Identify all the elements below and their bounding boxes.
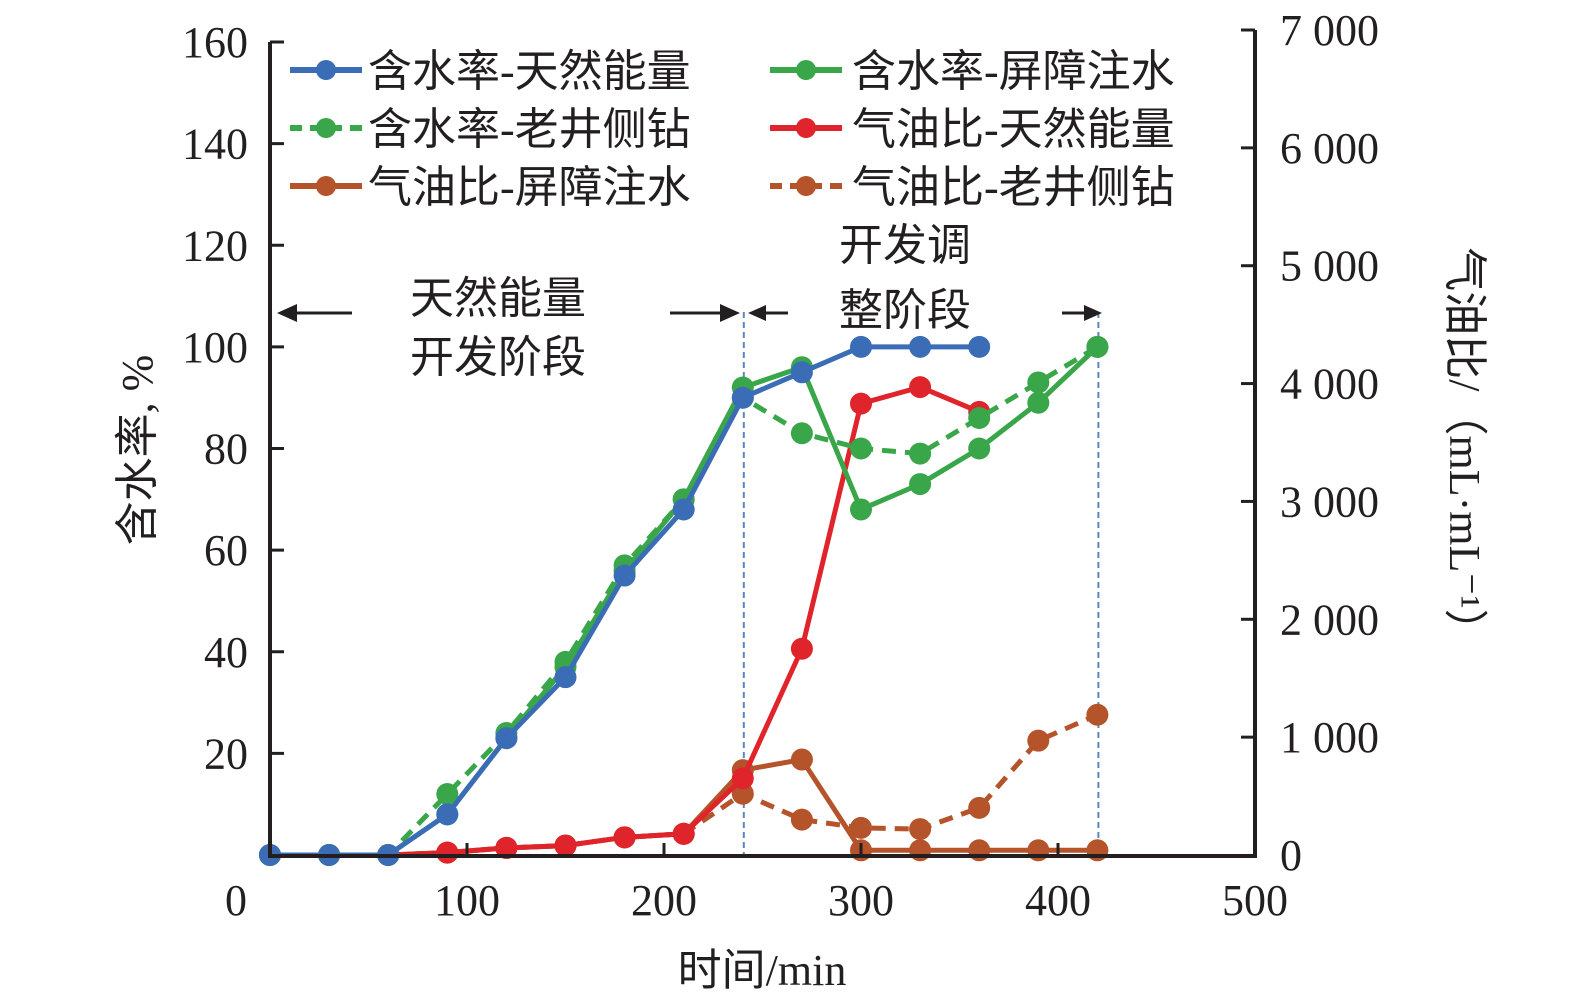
data-point: [850, 498, 872, 521]
legend-label: 气油比-天然能量: [852, 105, 1175, 154]
data-point: [968, 796, 991, 819]
data-point: [968, 407, 991, 430]
y-right-axis-title: 气油比/（mL·mL⁻¹）: [1440, 247, 1489, 653]
y-left-tick-label: 80: [204, 425, 248, 474]
x-tick-label: 300: [828, 876, 894, 925]
data-point: [613, 564, 636, 587]
y-left-tick-label: 20: [204, 729, 248, 778]
data-point: [909, 473, 932, 496]
annotation-text: 开发调: [839, 221, 971, 270]
y-right-tick-label: 2 000: [1280, 595, 1379, 644]
data-point: [554, 834, 577, 857]
legend-label: 含水率-屏障注水: [852, 47, 1175, 96]
data-point: [731, 782, 754, 805]
data-point: [731, 386, 754, 409]
y-left-tick-label: 160: [182, 18, 248, 67]
data-point: [436, 803, 459, 826]
data-point: [968, 335, 991, 358]
annotation-text: 天然能量: [410, 274, 586, 323]
legend-item: 气油比-天然能量: [770, 105, 1175, 154]
data-point: [731, 767, 754, 790]
series-0: [259, 335, 991, 866]
x-tick-label: 0: [225, 876, 247, 925]
arrow-right-icon: [1062, 305, 1102, 321]
y-right-tick-label: 7 000: [1280, 6, 1379, 55]
data-point: [790, 748, 813, 771]
data-point: [790, 361, 813, 384]
data-point: [436, 783, 459, 806]
annotation-text: 开发阶段: [410, 333, 586, 382]
data-point: [790, 422, 813, 445]
y-left-tick-label: 100: [182, 323, 248, 372]
tick-labels: 0 100 200 300 400 500 20 40 60 80 100 12…: [182, 6, 1379, 925]
tick-marks: [270, 28, 1255, 855]
y-left-axis-title: 含水率, %: [113, 355, 162, 546]
arrow-left-icon: [277, 304, 352, 322]
x-tick-label: 500: [1222, 876, 1288, 925]
legend: 含水率-天然能量 含水率-屏障注水 含水率-老井侧钻 气油比-天然能量 气油比-…: [290, 47, 1175, 212]
data-point: [850, 392, 872, 415]
arrow-left-icon: [748, 305, 788, 321]
legend-item: 气油比-屏障注水: [290, 163, 691, 212]
data-point: [909, 818, 932, 841]
y-left-tick-label: 40: [204, 628, 248, 677]
y-right-tick-label: 0: [1280, 831, 1302, 880]
annotation-natural-energy-phase: 天然能量 开发阶段: [277, 274, 740, 382]
series-2: [259, 335, 1109, 866]
data-point: [495, 727, 518, 750]
data-point: [436, 841, 459, 864]
y-left-tick-label: 120: [182, 221, 248, 270]
y-left-tick-label: 140: [182, 120, 248, 169]
data-point: [495, 836, 518, 859]
annotation-adjustment-phase: 开发调 整阶段: [748, 221, 1102, 335]
legend-item: 含水率-屏障注水: [770, 47, 1175, 96]
y-right-tick-label: 5 000: [1280, 242, 1379, 291]
arrow-right-icon: [670, 304, 740, 322]
data-point: [790, 637, 813, 660]
x-axis-title: 时间/min: [678, 946, 847, 995]
series-3: [259, 376, 991, 866]
legend-label: 气油比-屏障注水: [368, 163, 691, 212]
legend-item: 气油比-老井侧钻: [770, 163, 1175, 212]
y-right-tick-label: 3 000: [1280, 477, 1379, 526]
annotation-text: 整阶段: [839, 286, 971, 335]
data-point: [790, 808, 813, 831]
data-point: [554, 666, 577, 689]
data-point: [1086, 703, 1109, 726]
data-point: [613, 826, 636, 849]
legend-label: 含水率-老井侧钻: [368, 105, 691, 154]
legend-label: 含水率-天然能量: [368, 47, 691, 96]
data-point: [1027, 729, 1050, 752]
series-line: [270, 384, 981, 858]
data-point: [672, 498, 695, 521]
y-right-tick-label: 1 000: [1280, 713, 1379, 762]
x-tick-label: 200: [631, 876, 697, 925]
data-point: [850, 437, 872, 460]
legend-item: 含水率-天然能量: [290, 47, 691, 96]
data-point: [672, 822, 695, 845]
data-point: [909, 376, 932, 399]
x-tick-label: 100: [434, 876, 500, 925]
data-point: [850, 816, 872, 839]
y-right-tick-label: 6 000: [1280, 124, 1379, 173]
data-point: [909, 335, 932, 358]
data-point: [1086, 335, 1109, 358]
legend-label: 气油比-老井侧钻: [852, 163, 1175, 212]
data-point: [968, 437, 991, 460]
data-point: [1027, 391, 1050, 414]
legend-item: 含水率-老井侧钻: [290, 105, 691, 154]
data-point: [1027, 371, 1050, 394]
y-right-tick-label: 4 000: [1280, 360, 1379, 409]
series-line: [270, 344, 980, 858]
data-point: [909, 442, 932, 465]
x-tick-label: 400: [1025, 876, 1091, 925]
series-layer: [259, 335, 1109, 866]
data-point: [850, 335, 872, 358]
y-left-tick-label: 60: [204, 526, 248, 575]
